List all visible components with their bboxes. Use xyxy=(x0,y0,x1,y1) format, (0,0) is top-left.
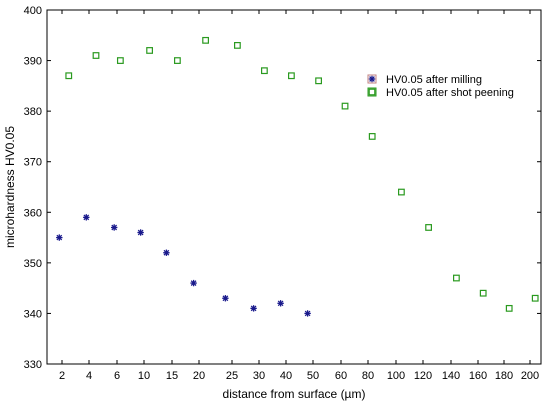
y-tick-label: 380 xyxy=(24,106,42,118)
shot-peening-point xyxy=(398,188,405,196)
shot-peening-point xyxy=(425,224,432,231)
milling-point xyxy=(56,234,63,241)
shot-peening-point xyxy=(146,47,154,54)
y-tick-label: 350 xyxy=(24,258,42,270)
shot-peening-point xyxy=(315,77,322,85)
shot-peening-point xyxy=(261,67,268,75)
y-tick-label: 340 xyxy=(24,308,42,320)
legend-marker xyxy=(368,75,376,83)
milling-point xyxy=(222,295,229,302)
x-tick-label: 100 xyxy=(387,370,405,382)
shot-peening-point xyxy=(116,57,124,64)
y-axis: 330 340 350 360 370 380 390 400 xyxy=(24,5,541,371)
x-tick-label: 200 xyxy=(521,370,539,382)
x-tick-label: 10 xyxy=(138,370,150,382)
legend-label: HV0.05 after shot peening xyxy=(386,87,514,99)
milling-point xyxy=(304,310,311,317)
y-tick-label: 400 xyxy=(24,5,42,17)
x-tick-label: 6 xyxy=(114,370,120,382)
shot-peening-point xyxy=(368,133,376,140)
shot-peening-point xyxy=(65,72,73,80)
x-tick-label: 20 xyxy=(193,370,205,382)
milling-point xyxy=(111,224,118,231)
y-tick-label: 390 xyxy=(24,56,42,68)
y-tick-label: 360 xyxy=(24,207,42,219)
shot-peening-point xyxy=(202,36,210,44)
x-tick-label: 50 xyxy=(307,370,319,382)
shot-peening-point xyxy=(453,274,460,282)
legend-label: HV0.05 after milling xyxy=(386,74,482,86)
x-tick-label: 25 xyxy=(226,370,238,382)
x-tick-label: 180 xyxy=(495,370,513,382)
shot-peening-point xyxy=(505,304,513,312)
x-tick-label: 120 xyxy=(414,370,432,382)
x-tick-label: 30 xyxy=(253,370,265,382)
x-tick-label: 80 xyxy=(362,370,374,382)
milling-point xyxy=(277,300,284,307)
shot-peening-point xyxy=(234,41,241,49)
shot-peening-point xyxy=(479,289,487,297)
y-tick-label: 370 xyxy=(24,157,42,169)
milling-point xyxy=(250,305,257,312)
shot-peening-point xyxy=(341,102,349,110)
y-axis-label: microhardness HV0.05 xyxy=(3,126,17,248)
x-axis: 2 4 6 10 15 20 25 30 40 50 60 80 100 120 140 160 180 200 xyxy=(59,10,539,382)
shot-peening-point xyxy=(92,52,100,59)
milling-point xyxy=(83,214,90,221)
shot-peening-point xyxy=(288,72,295,80)
data-points xyxy=(56,36,539,317)
x-tick-label: 160 xyxy=(469,370,487,382)
x-tick-label: 40 xyxy=(280,370,292,382)
x-tick-label: 140 xyxy=(442,370,460,382)
milling-point xyxy=(190,279,197,287)
x-tick-label: 2 xyxy=(59,370,65,382)
milling-point xyxy=(137,229,144,236)
x-tick-label: 60 xyxy=(335,370,347,382)
x-axis-label: distance from surface (µm) xyxy=(223,387,366,401)
shot-peening-point xyxy=(531,294,539,302)
x-tick-label: 4 xyxy=(86,370,92,382)
milling-point xyxy=(163,249,170,256)
x-tick-label: 15 xyxy=(166,370,178,382)
plot-frame xyxy=(46,9,542,365)
legend-marker xyxy=(368,88,376,96)
y-tick-label: 330 xyxy=(24,359,42,371)
shot-peening-point xyxy=(174,57,181,64)
